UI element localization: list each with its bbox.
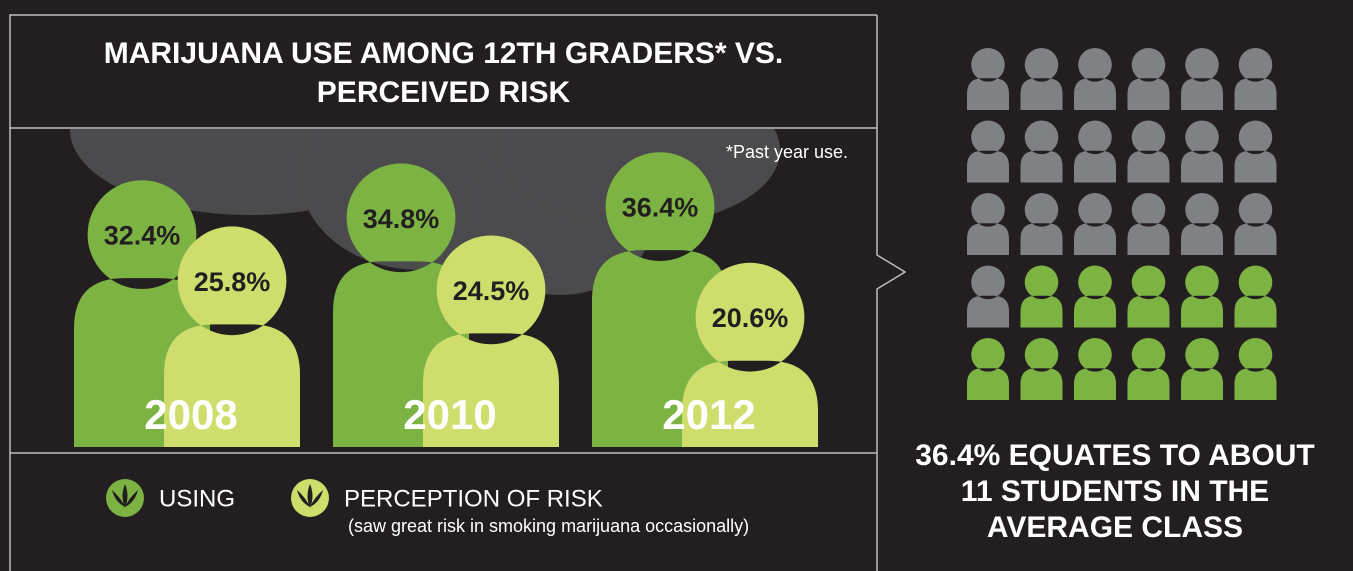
person-icon [1181, 120, 1223, 183]
person-icon [1181, 193, 1223, 255]
value-label: 32.4% [104, 221, 181, 251]
pictogram-caption: 36.4% EQUATES TO ABOUT 11 STUDENTS IN TH… [915, 439, 1315, 544]
person-icon [1074, 48, 1116, 110]
person-icon [967, 265, 1009, 328]
person-bar [164, 226, 300, 447]
person-icon [1127, 120, 1170, 183]
person-icon [1181, 338, 1223, 400]
person-icon [1020, 48, 1063, 110]
person-bar [682, 262, 818, 447]
person-icon [1127, 193, 1170, 255]
person-icon [1020, 193, 1063, 255]
person-bar [592, 152, 728, 447]
person-icon [1234, 338, 1277, 400]
person-icon [1074, 338, 1116, 400]
panel-border [9, 14, 907, 571]
category-label: 2010 [403, 391, 496, 438]
value-label: 25.8% [194, 267, 271, 297]
person-icon [1181, 265, 1223, 328]
legend-note: (saw great risk in smoking marijuana occ… [348, 516, 750, 536]
person-icon [1020, 338, 1063, 400]
person-icon [1074, 193, 1116, 255]
value-label: 34.8% [363, 204, 440, 234]
person-icon [1127, 338, 1170, 400]
value-label: 20.6% [712, 303, 789, 333]
person-icon [1234, 48, 1277, 110]
person-icon [967, 193, 1009, 255]
value-label: 24.5% [453, 276, 530, 306]
person-icon [1127, 48, 1170, 110]
person-icon [967, 48, 1009, 110]
legend-leaf [297, 484, 323, 508]
person-icon [1020, 120, 1063, 183]
legend-leaf [112, 484, 138, 508]
person-icon [1074, 120, 1116, 183]
chart-title-text: MARIJUANA USE AMONG 12TH GRADERS* VS. PE… [103, 37, 784, 109]
person-icon [1181, 48, 1223, 110]
person-icon [1234, 193, 1277, 255]
value-label: 36.4% [622, 193, 699, 223]
footnote: *Past year use. [726, 142, 849, 162]
person-icon [1074, 265, 1116, 328]
chart-title: MARIJUANA USE AMONG 12TH GRADERS* VS. PE… [10, 34, 877, 112]
legend-label: USING [159, 485, 235, 512]
person-icon [1020, 265, 1063, 328]
person-bar [423, 235, 559, 447]
person-icon [1234, 120, 1277, 183]
person-icon [1127, 265, 1170, 328]
category-label: 2008 [144, 391, 237, 438]
person-icon [1234, 265, 1277, 328]
legend-label: PERCEPTION OF RISK [344, 485, 603, 512]
category-label: 2012 [662, 391, 755, 438]
person-icon [967, 120, 1009, 183]
person-icon [967, 338, 1009, 400]
